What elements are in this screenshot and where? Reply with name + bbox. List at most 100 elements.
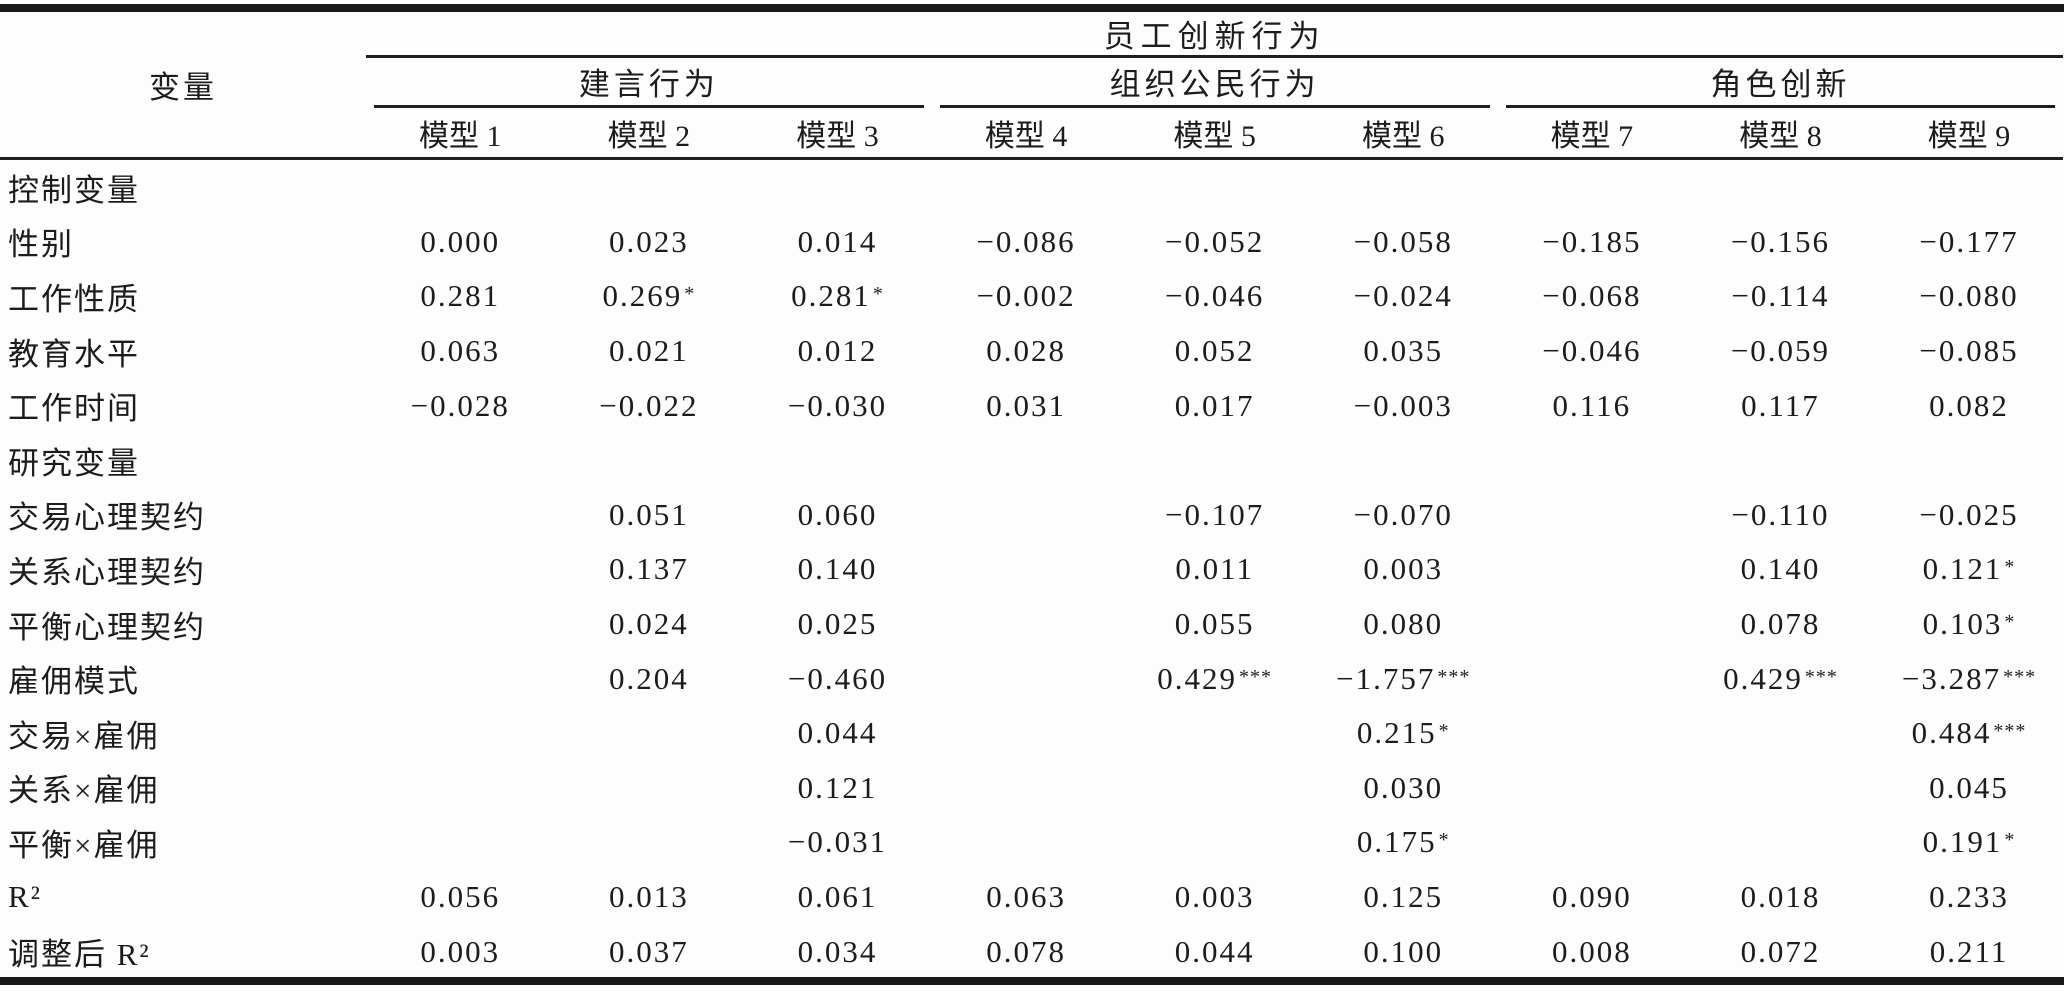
table-cell: 0.072 [1740,933,1821,969]
table-cell: −0.177 [1919,223,2019,259]
table-cell: 0.082 [1929,387,2009,423]
table-cell: −0.003 [1353,387,1453,423]
table-cell: 0.175 * [1356,824,1450,860]
variable-row-label: 雇佣模式 [8,664,140,700]
table-cell: 0.063 [420,333,501,369]
table-cell: 0.100 [1363,933,1444,969]
table-cell [1686,761,1875,816]
variable-row-label: 平衡心理契约 [8,609,206,645]
table-cell [1875,160,2064,215]
table-cell: 0.008 [1551,933,1632,969]
table-cell: 0.484 *** [1911,715,2027,751]
table-cell [932,706,1121,761]
table-cell: 0.140 [1740,551,1821,587]
table-cell [555,761,744,816]
section-row-label: 研究变量 [8,445,140,481]
table-cell: −0.028 [410,387,510,423]
table-top-border [0,4,2064,12]
table-cell: 0.281 [420,278,501,314]
table-cell [366,542,555,597]
model-header-4: 模型 4 [931,108,1121,160]
table-cell [366,651,555,706]
table-cell: 0.117 [1741,387,1820,423]
table-cell [932,815,1121,870]
table-cell: 0.125 [1363,879,1444,915]
table-cell [1120,815,1309,870]
table-cell: 0.023 [609,223,689,259]
table-cell: −0.031 [787,824,888,860]
variable-row-label: 教育水平 [8,336,140,372]
variable-row-label: R² [8,879,42,915]
table-cell [555,815,744,870]
table-cell [1498,433,1687,488]
table-cell [555,706,744,761]
table-cell [932,651,1121,706]
table-cell: 0.060 [797,496,878,532]
table-cell [366,160,555,215]
variable-row-label: 工作时间 [8,391,140,427]
variable-row-label: 工作性质 [8,281,140,317]
table-cell [1498,651,1687,706]
table-cell: 0.078 [986,933,1066,969]
model-header-8: 模型 8 [1686,108,1875,160]
table-cell: 0.281 * [791,278,884,314]
table-bottom-border [0,977,2064,985]
table-cell: −0.460 [787,660,888,696]
table-cell: 0.035 [1363,333,1444,369]
table-cell: 0.233 [1929,879,2009,915]
table-cell: 0.003 [1363,551,1444,587]
table-cell: −0.002 [976,278,1076,314]
table-cell: 0.103 * [1922,606,2016,642]
table-cell: −0.068 [1542,278,1642,314]
table-cell: 0.051 [609,496,689,532]
table-cell: 0.121 * [1922,551,2016,587]
variable-row-label: 关系×雇佣 [8,773,160,809]
table-cell [1686,433,1875,488]
table-cell: 0.078 [1740,606,1821,642]
table-cell: 0.025 [797,606,878,642]
table-cell: 0.269 * [602,278,696,314]
model-header-3: 模型 3 [743,108,932,160]
table-cell: 0.028 [986,333,1066,369]
table-cell [366,761,555,816]
table-cell: 0.061 [797,879,878,915]
table-cell: −0.114 [1731,278,1830,314]
table-cell: 0.056 [420,879,501,915]
table-cell [1498,160,1687,215]
table-cell: 0.003 [1174,879,1255,915]
table-cell [932,597,1121,652]
table-cell: −0.070 [1353,496,1453,532]
model-header-2: 模型 2 [554,108,744,160]
table-cell: 0.013 [609,879,689,915]
table-cell [743,160,932,215]
variable-row-label: 调整后 R² [8,937,151,973]
model-header-6: 模型 6 [1308,108,1498,160]
table-cell: 0.137 [609,551,689,587]
table-cell [1498,488,1687,543]
table-cell [1875,433,2064,488]
group-header-2: 组织公民行为 [939,58,1490,108]
table-cell [366,597,555,652]
table-cell [932,160,1121,215]
table-cell [1498,597,1687,652]
model-header-9: 模型 9 [1874,108,2064,160]
table-cell: 0.055 [1174,606,1255,642]
table-cell: 0.017 [1174,387,1255,423]
table-cell: 0.204 [609,660,689,696]
table-cell: 0.024 [609,606,689,642]
table-cell: 0.034 [797,933,878,969]
model-header-5: 模型 5 [1120,108,1309,160]
table-cell: 0.191 * [1922,824,2016,860]
table-cell: −0.025 [1919,496,2019,532]
table-cell: 0.116 [1552,387,1632,423]
table-cell [1120,761,1309,816]
table-cell: −1.757 *** [1336,660,1471,696]
table-cell: −0.085 [1919,333,2019,369]
table-cell: 0.021 [609,333,689,369]
table-cell: 0.215 * [1356,715,1450,751]
table-cell [366,433,555,488]
table-cell [1120,433,1309,488]
table-cell: 0.052 [1174,333,1255,369]
table-cell: 0.045 [1929,769,2009,805]
